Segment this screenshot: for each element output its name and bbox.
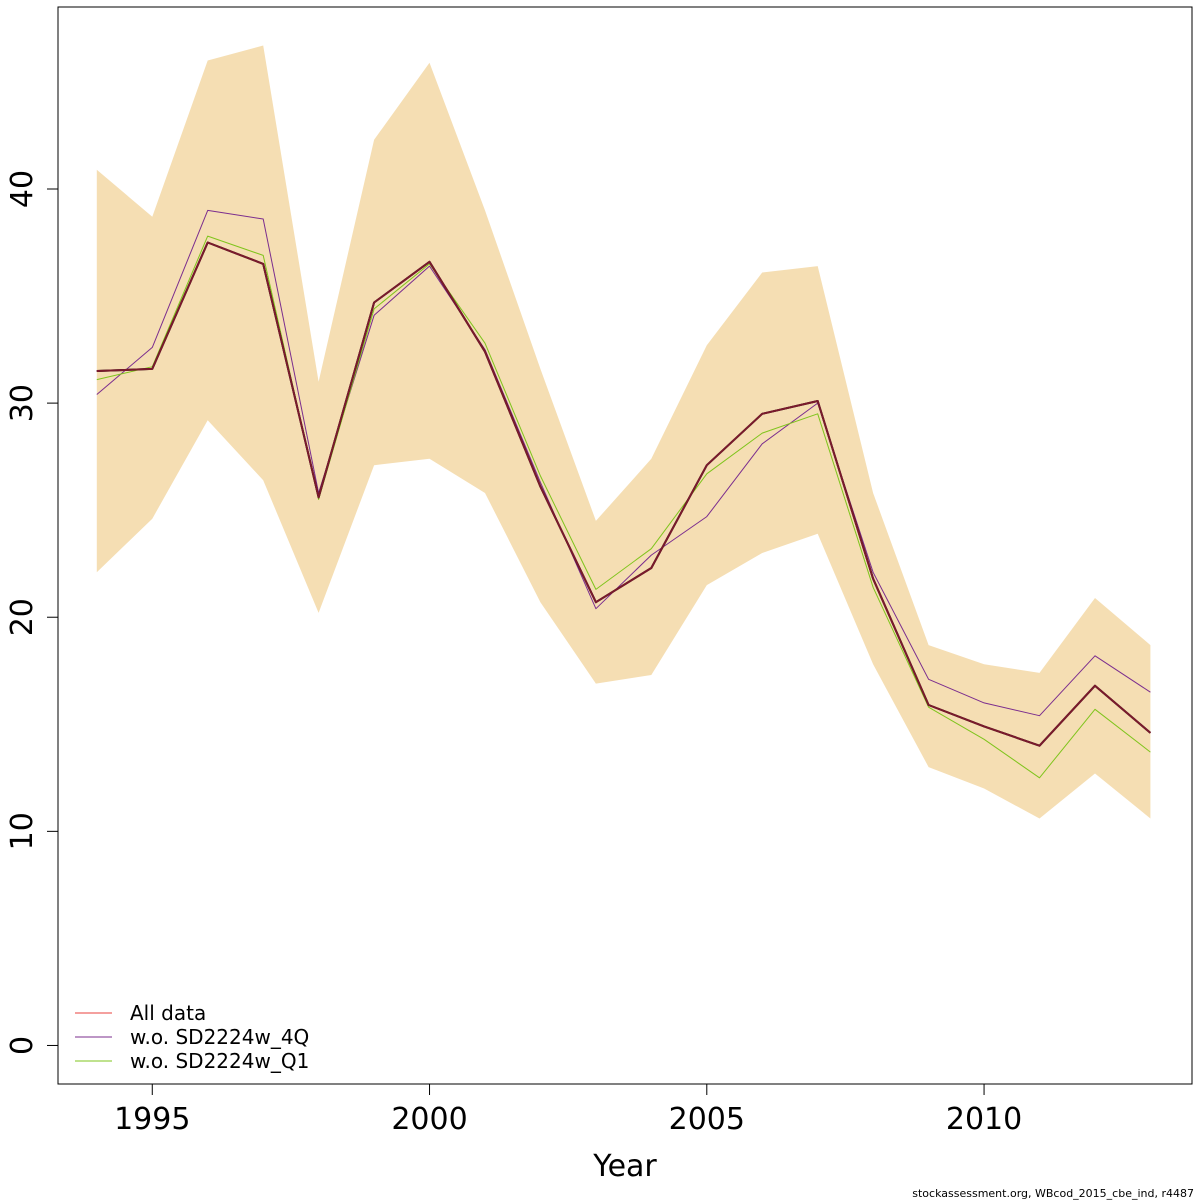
y-axis: 0 10 20 30 40 — [5, 170, 59, 1055]
y-tick-label: 0 — [5, 1036, 40, 1055]
legend-label: All data — [130, 1001, 206, 1025]
credit-text: stockassessment.org, WBcod_2015_cbe_ind,… — [912, 1187, 1194, 1200]
x-axis: 1995 2000 2005 2010 — [114, 1083, 1022, 1137]
y-tick-label: 40 — [5, 170, 40, 208]
x-tick-label: 2005 — [669, 1102, 745, 1137]
x-tick-label: 1995 — [114, 1102, 190, 1137]
series-layer — [96, 209, 1152, 779]
x-tick-label: 2000 — [391, 1102, 467, 1137]
x-axis-title: Year — [592, 1149, 657, 1184]
confidence-band-layer — [96, 45, 1151, 819]
series-line-1 — [96, 209, 1151, 717]
x-tick-label: 2010 — [946, 1102, 1022, 1137]
series-line-4 — [96, 241, 1152, 747]
legend-label: w.o. SD2224w_Q1 — [130, 1049, 309, 1073]
y-tick-label: 20 — [5, 598, 40, 636]
y-tick-label: 30 — [5, 384, 40, 422]
y-tick-label: 10 — [5, 812, 40, 850]
legend-label: w.o. SD2224w_4Q — [130, 1025, 309, 1049]
series-line-2 — [96, 235, 1151, 779]
confidence-band — [96, 45, 1151, 819]
